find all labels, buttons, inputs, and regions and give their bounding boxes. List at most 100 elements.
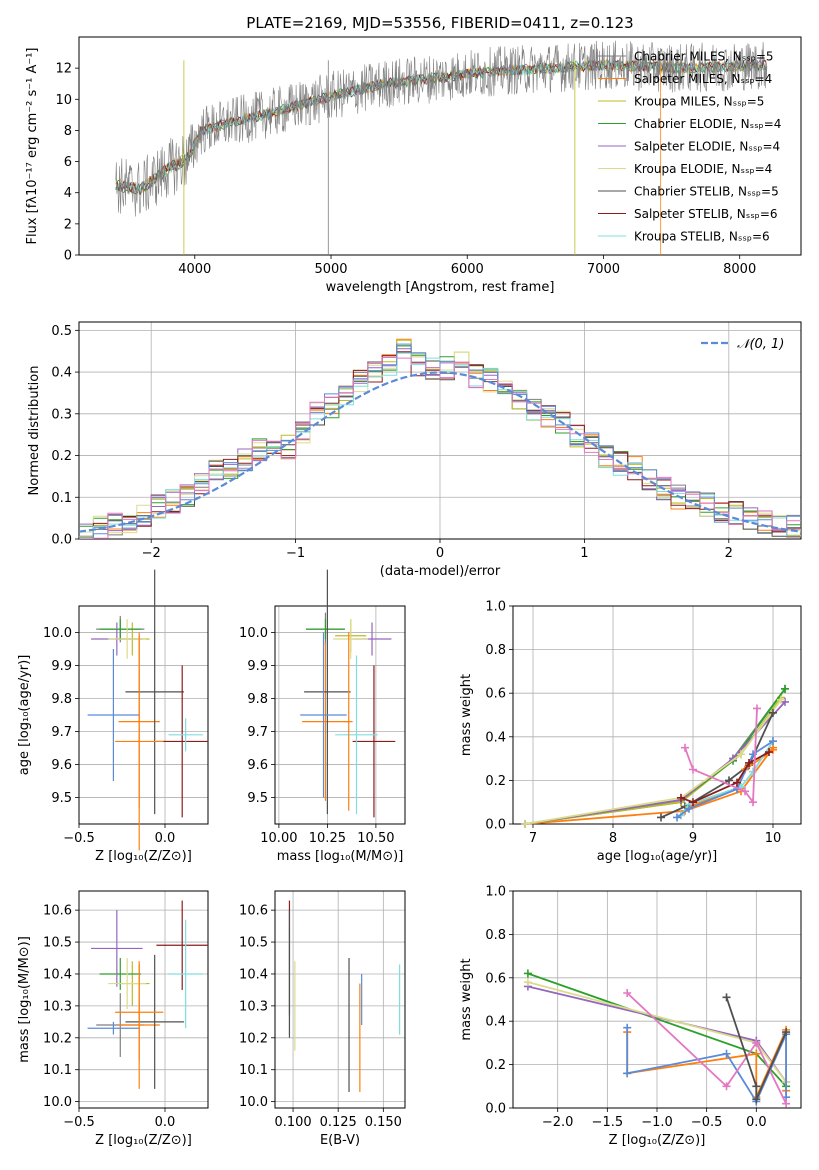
normal-curve <box>79 371 801 533</box>
y-tick-label: 0.6 <box>485 971 506 986</box>
y-tick-label: 10.0 <box>43 626 72 641</box>
y-tick-label: 10.2 <box>43 1031 72 1046</box>
mass-weight-marker <box>781 684 789 693</box>
y-tick-label: 10.4 <box>43 967 72 982</box>
y-tick-label: 0.2 <box>485 774 506 789</box>
y-axis-label: mass weight <box>459 958 474 1040</box>
mass-weight-line <box>524 747 774 825</box>
y-tick-label: 10.4 <box>239 967 268 982</box>
x-axis-label: mass [log₁₀(M/M⊙)] <box>277 849 404 864</box>
y-tick-label: 4 <box>64 186 72 201</box>
mass-weight-marker <box>623 1069 632 1078</box>
mass-weight-marker <box>523 978 532 987</box>
y-axis-label: age [log₁₀(age/yr)] <box>17 655 32 776</box>
y-tick-label: 12 <box>55 62 72 77</box>
x-axis-label: wavelength [Angstrom, rest frame] <box>326 280 555 295</box>
x-tick-label: 8000 <box>723 262 756 277</box>
x-tick-label: −2.0 <box>542 1115 574 1130</box>
mass-weight-marker <box>752 1038 761 1047</box>
mass-weight-marker <box>521 820 529 828</box>
y-tick-label: 10.0 <box>239 1095 268 1110</box>
y-tick-label: 8 <box>64 124 72 139</box>
y-tick-label: 9.5 <box>51 791 72 806</box>
x-tick-label: 0 <box>436 546 444 561</box>
y-tick-label: 6 <box>64 155 72 170</box>
y-tick-label: 9.6 <box>51 758 72 773</box>
y-tick-label: 2 <box>64 217 72 232</box>
mass-weight-marker <box>677 793 685 802</box>
axes-frame <box>512 605 802 825</box>
x-tick-label: 1 <box>580 546 588 561</box>
legend-label: Salpeter ELODIE, Nₛₛₚ=4 <box>634 140 780 154</box>
legend-label: Kroupa MILES, Nₛₛₚ=5 <box>634 95 764 109</box>
y-tick-label: 0.6 <box>485 687 506 702</box>
y-tick-label: 10.0 <box>43 1095 72 1110</box>
mass-weight-marker <box>523 969 532 978</box>
mass-weight-marker <box>752 1082 761 1091</box>
axes-frame <box>78 605 209 825</box>
x-tick-label: 0.125 <box>320 1115 357 1130</box>
axes-frame <box>78 36 802 256</box>
y-tick-label: 10.0 <box>239 626 268 641</box>
x-axis-label: E(B-V) <box>320 1133 360 1148</box>
x-tick-label: 10.25 <box>309 831 346 846</box>
y-tick-label: 10.3 <box>43 999 72 1014</box>
y-tick-label: 0.4 <box>485 1015 506 1030</box>
mass-weight-marker <box>657 813 665 822</box>
legend-label: 𝒩(0, 1) <box>737 337 784 352</box>
x-axis-label: Z [log₁₀(Z/Z⊙)] <box>95 1133 192 1148</box>
axes-frame <box>512 890 802 1109</box>
y-tick-label: 10.2 <box>239 1031 268 1046</box>
x-tick-label: 0.100 <box>274 1115 311 1130</box>
mass-weight-marker <box>769 737 777 746</box>
mass-weight-line <box>524 699 782 825</box>
mass-weight-marker <box>733 778 741 787</box>
x-axis-label: (data-model)/error <box>380 564 501 579</box>
legend-label: Salpeter STELIB, Nₛₛₚ=6 <box>634 207 778 221</box>
spectrum-plot-area <box>115 40 768 255</box>
y-tick-label: 0.4 <box>485 730 506 745</box>
legend-label: Chabrier MILES, Nₛₛₚ=5 <box>634 50 774 64</box>
y-tick-label: 9.5 <box>247 791 268 806</box>
x-tick-label: −1.5 <box>592 1115 624 1130</box>
mass-weight-marker <box>769 708 777 717</box>
y-axis-label: mass weight <box>459 674 474 756</box>
mass-weight-marker <box>685 804 693 813</box>
y-tick-label: 0.3 <box>51 407 72 422</box>
axes-frame <box>78 890 209 1109</box>
mass-weight-marker <box>623 1023 632 1032</box>
x-tick-label: 5000 <box>314 262 347 277</box>
mass-weight-marker <box>765 748 773 757</box>
x-tick-label: 0.150 <box>365 1115 402 1130</box>
legend-label: Chabrier ELODIE, Nₛₛₚ=4 <box>634 117 781 131</box>
x-tick-label: −1 <box>286 546 305 561</box>
x-tick-label: 10.50 <box>357 831 394 846</box>
x-tick-label: 4000 <box>178 262 211 277</box>
y-tick-label: 1.0 <box>485 600 506 615</box>
y-tick-label: 9.8 <box>247 692 268 707</box>
mass-weight-marker <box>753 704 761 713</box>
x-tick-label: −1.0 <box>641 1115 673 1130</box>
spectrum-series-line <box>115 40 768 217</box>
y-tick-label: 10.1 <box>239 1063 268 1078</box>
x-tick-label: 6000 <box>451 262 484 277</box>
y-tick-label: 9.9 <box>247 659 268 674</box>
x-tick-label: 8 <box>609 831 617 846</box>
y-axis-label: mass [log₁₀(M/M⊙)] <box>17 936 32 1063</box>
x-tick-label: 10 <box>765 831 782 846</box>
x-tick-label: −0.5 <box>63 831 95 846</box>
x-tick-label: 0.0 <box>155 1115 176 1130</box>
mass-weight-marker <box>725 776 733 785</box>
mass-weight-marker <box>745 758 753 767</box>
y-tick-label: 9.7 <box>247 725 268 740</box>
mass-weight-line <box>725 997 787 1100</box>
y-tick-label: 9.8 <box>51 692 72 707</box>
y-tick-label: 0.2 <box>485 1058 506 1073</box>
mass-weight-marker <box>749 798 757 807</box>
y-tick-label: 0.4 <box>51 366 72 381</box>
legend-label: Kroupa ELODIE, Nₛₛₚ=4 <box>634 162 772 176</box>
y-tick-label: 9.6 <box>247 758 268 773</box>
mass-weight-marker <box>741 787 749 796</box>
y-tick-label: 0.8 <box>485 928 506 943</box>
x-tick-label: 7000 <box>587 262 620 277</box>
